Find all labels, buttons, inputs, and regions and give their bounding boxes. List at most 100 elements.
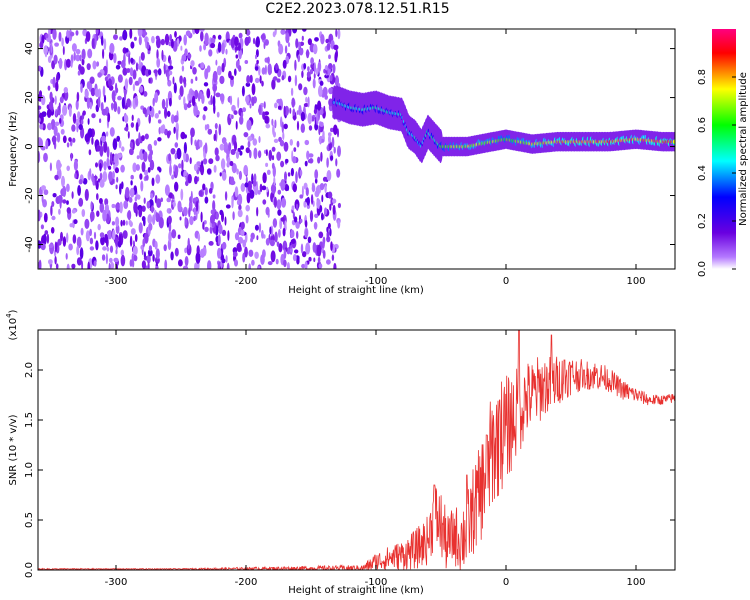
noise-cell bbox=[210, 37, 216, 44]
noise-cell bbox=[332, 63, 336, 74]
noise-cell bbox=[261, 80, 264, 87]
noise-cell bbox=[237, 97, 240, 109]
noise-cell bbox=[225, 204, 231, 209]
noise-cell bbox=[183, 142, 187, 154]
noise-cell bbox=[164, 184, 170, 196]
noise-cell bbox=[70, 152, 73, 162]
noise-cell bbox=[168, 221, 172, 233]
noise-cell bbox=[235, 120, 238, 130]
noise-cell bbox=[55, 81, 59, 92]
noise-cell bbox=[129, 141, 134, 149]
noise-cell bbox=[163, 63, 166, 75]
noise-cell bbox=[245, 29, 251, 36]
noise-cell bbox=[164, 33, 170, 46]
noise-cell bbox=[50, 227, 55, 234]
noise-cell bbox=[263, 41, 266, 50]
noise-cell bbox=[195, 252, 201, 264]
noise-cell bbox=[71, 191, 74, 199]
noise-cell bbox=[334, 51, 338, 63]
noise-cell bbox=[190, 127, 195, 138]
noise-cell bbox=[62, 45, 65, 56]
noise-cell bbox=[146, 200, 151, 209]
noise-cell bbox=[118, 233, 122, 245]
noise-cell bbox=[263, 101, 266, 109]
noise-cell bbox=[279, 139, 285, 147]
colorbar: 0.0 0.2 0.4 0.6 0.8 Normalized spectral ampl… bbox=[697, 29, 749, 277]
noise-cell bbox=[181, 159, 184, 172]
noise-cell bbox=[240, 221, 245, 230]
noise-cell bbox=[66, 183, 70, 192]
noise-cell bbox=[166, 208, 170, 214]
noise-cell bbox=[308, 125, 313, 131]
noise-cell bbox=[314, 178, 318, 184]
noise-cell bbox=[82, 178, 88, 185]
noise-cell bbox=[323, 105, 326, 114]
noise-cell bbox=[308, 256, 312, 262]
noise-cell bbox=[203, 158, 208, 165]
noise-cell bbox=[208, 49, 213, 57]
noise-cell bbox=[112, 170, 115, 180]
noise-cell bbox=[322, 176, 328, 182]
noise-cell bbox=[59, 96, 64, 104]
noise-cell bbox=[48, 259, 53, 265]
noise-cell bbox=[144, 232, 149, 244]
noise-cell bbox=[206, 88, 211, 99]
noise-cell bbox=[335, 77, 339, 86]
noise-cell bbox=[227, 230, 230, 241]
noise-cell bbox=[330, 155, 334, 161]
noise-cell bbox=[324, 94, 329, 100]
noise-cell bbox=[153, 69, 158, 74]
noise-cell bbox=[149, 159, 155, 171]
snr-y-scale: (x104) bbox=[5, 309, 19, 340]
x-tick-label: -100 bbox=[365, 276, 388, 287]
noise-cell bbox=[244, 36, 250, 47]
noise-cell bbox=[287, 172, 291, 177]
noise-cell bbox=[139, 173, 143, 180]
noise-cell bbox=[43, 212, 48, 223]
noise-cell bbox=[154, 241, 158, 250]
noise-cell bbox=[157, 137, 162, 142]
noise-cell bbox=[114, 167, 119, 174]
noise-cell bbox=[138, 222, 143, 234]
noise-cell bbox=[125, 220, 128, 226]
noise-cell bbox=[115, 203, 120, 210]
noise-cell bbox=[312, 242, 317, 253]
noise-cell bbox=[155, 35, 160, 40]
noise-cell bbox=[245, 204, 250, 212]
noise-cell bbox=[106, 246, 110, 252]
noise-cell bbox=[75, 118, 81, 126]
noise-cell bbox=[254, 77, 260, 84]
noise-cell bbox=[115, 82, 118, 92]
noise-cell bbox=[48, 243, 54, 248]
noise-cell bbox=[283, 141, 289, 152]
noise-cell bbox=[221, 258, 226, 264]
noise-cell bbox=[65, 58, 71, 68]
noise-cell bbox=[337, 145, 341, 158]
noise-cell bbox=[332, 198, 337, 204]
noise-cell bbox=[107, 78, 112, 87]
noise-cell bbox=[242, 239, 247, 248]
noise-cell bbox=[94, 88, 100, 98]
noise-cell bbox=[191, 95, 196, 107]
noise-cell bbox=[293, 216, 298, 223]
noise-cell bbox=[151, 35, 155, 44]
noise-cell bbox=[132, 83, 135, 92]
noise-cell bbox=[266, 186, 269, 193]
noise-cell bbox=[241, 85, 245, 97]
noise-cell bbox=[137, 29, 143, 38]
noise-cell bbox=[170, 148, 176, 155]
noise-cell bbox=[260, 254, 265, 265]
noise-cell bbox=[329, 74, 333, 82]
noise-cell bbox=[43, 189, 49, 196]
noise-cell bbox=[111, 221, 115, 226]
noise-cell bbox=[214, 123, 218, 130]
noise-cell bbox=[276, 199, 282, 210]
noise-cell bbox=[147, 50, 151, 55]
noise-cell bbox=[72, 137, 76, 143]
noise-cell bbox=[142, 238, 146, 248]
noise-cell bbox=[139, 85, 144, 93]
noise-cell bbox=[183, 103, 188, 111]
noise-cell bbox=[247, 140, 251, 148]
noise-cell bbox=[43, 152, 48, 163]
noise-cell bbox=[181, 65, 185, 72]
